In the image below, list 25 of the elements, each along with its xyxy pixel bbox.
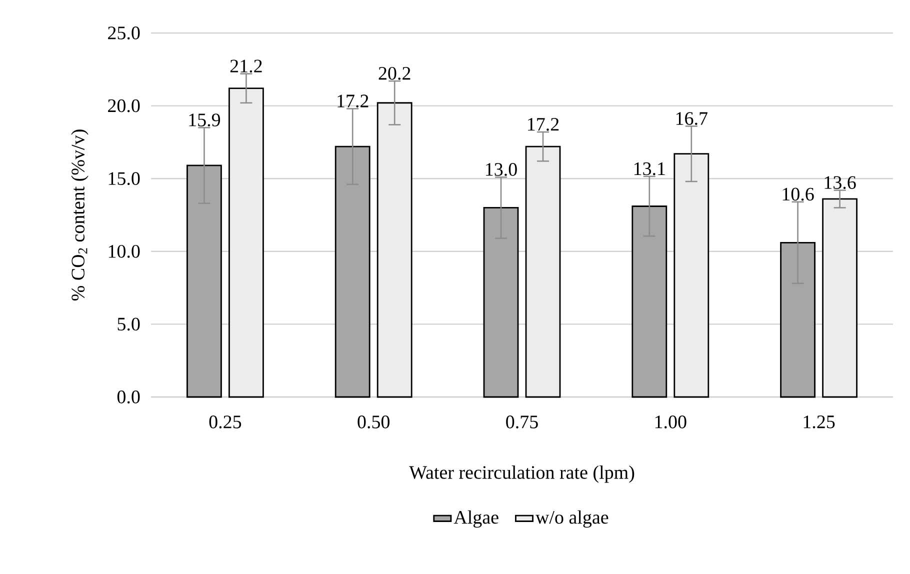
legend-label: Algae (454, 510, 498, 528)
x-tick-label: 0.50 (358, 416, 390, 428)
data-label: 21.2 (230, 60, 262, 73)
legend-label: w/o algae (536, 510, 608, 528)
y-tick-label: 0.0 (117, 390, 140, 404)
y-tick-label: 15.0 (108, 172, 140, 186)
x-axis-title: Water recirculation rate (lpm) (409, 466, 634, 483)
data-label: 13.1 (634, 162, 665, 176)
data-label: 10.6 (782, 188, 814, 201)
y-tick-label: 5.0 (118, 318, 140, 331)
x-tick-label: 1.00 (655, 416, 686, 428)
data-label: 20.2 (378, 66, 410, 80)
y-tick-label: 25.0 (108, 26, 140, 40)
data-label: 15.9 (189, 114, 220, 126)
data-label: 13.6 (824, 176, 856, 190)
x-tick-label: 0.75 (506, 416, 538, 428)
data-label: 17.2 (528, 118, 559, 131)
data-label: 16.7 (676, 112, 708, 125)
x-tick-label: 0.25 (209, 416, 242, 428)
y-tick-label: 20.0 (108, 99, 140, 112)
x-tick-label: 1.25 (804, 416, 835, 428)
data-label: 13.0 (486, 163, 517, 176)
y-tick-label: 10.0 (108, 244, 140, 258)
data-label: 17.2 (338, 94, 368, 108)
y-axis-title: % CO$_{2}$ content (%v/v) (71, 130, 88, 300)
